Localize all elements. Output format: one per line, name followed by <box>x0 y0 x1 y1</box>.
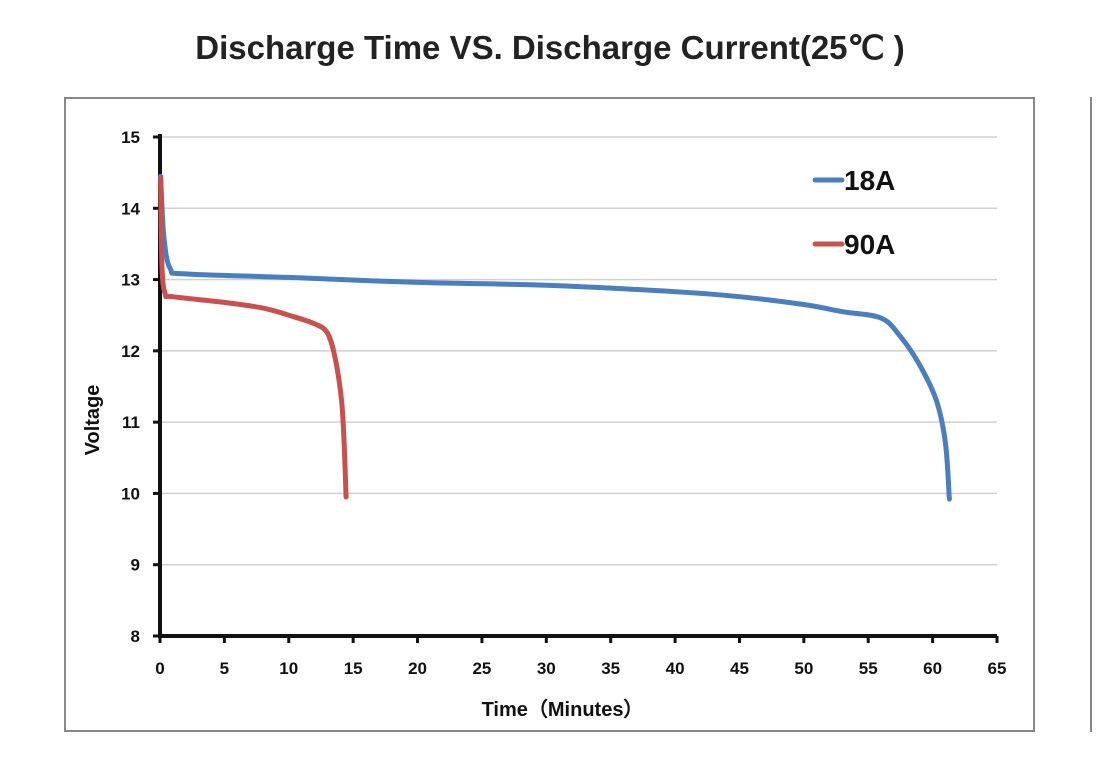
x-tick-label: 55 <box>859 659 878 678</box>
x-axis-label: Time（Minutes） <box>482 698 644 721</box>
series-line-18A <box>158 173 952 502</box>
x-tick-label: 60 <box>923 659 942 678</box>
adjacent-panel-edge <box>1090 97 1102 732</box>
legend-label-18A: 18A <box>844 165 895 196</box>
y-tick-label: 9 <box>131 556 140 575</box>
series-line-90A <box>158 175 349 500</box>
x-tick-label: 25 <box>472 659 491 678</box>
x-tick-label: 5 <box>220 659 229 678</box>
y-tick-label: 15 <box>121 128 140 147</box>
chart-frame <box>64 97 1035 732</box>
chart-title: Discharge Time VS. Discharge Current(25℃… <box>195 29 905 66</box>
x-tick-label: 10 <box>279 659 298 678</box>
x-tick-label: 35 <box>601 659 620 678</box>
legend-label-90A: 90A <box>844 229 895 260</box>
y-tick-label: 11 <box>122 413 140 432</box>
x-tick-label: 30 <box>537 659 556 678</box>
y-tick-label: 13 <box>121 271 140 290</box>
x-tick-label: 15 <box>344 659 363 678</box>
x-tick-label: 40 <box>666 659 685 678</box>
y-tick-label: 8 <box>131 627 140 646</box>
y-tick-label: 14 <box>121 199 140 218</box>
y-tick-label: 10 <box>121 484 140 503</box>
x-tick-label: 45 <box>730 659 749 678</box>
x-tick-label: 0 <box>155 659 164 678</box>
y-tick-label: 12 <box>121 342 140 361</box>
x-tick-label: 65 <box>988 659 1007 678</box>
x-tick-label: 50 <box>794 659 813 678</box>
x-tick-label: 20 <box>408 659 427 678</box>
y-axis-label: Voltage <box>82 385 104 456</box>
